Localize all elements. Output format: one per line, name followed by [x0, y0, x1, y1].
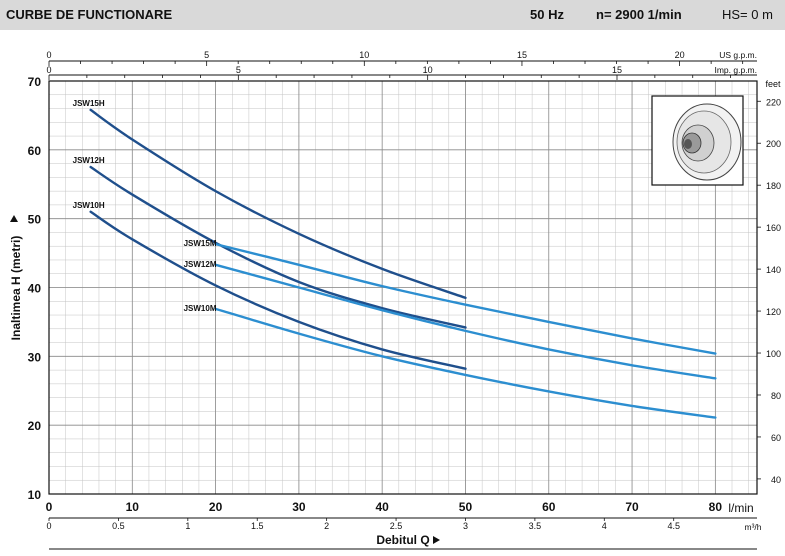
- suction-height-label: HS= 0 m: [722, 7, 773, 22]
- x-unit-label: l/min: [728, 501, 753, 515]
- x-tick-label: 20: [209, 500, 223, 514]
- impgpm-tick-label: 5: [236, 65, 241, 75]
- page-title: CURBE DE FUNCTIONARE: [6, 7, 173, 22]
- usgpm-tick-label: 0: [46, 50, 51, 60]
- curve-label-jsw12m: JSW12M: [184, 260, 217, 269]
- m3h-tick-label: 3: [463, 521, 468, 531]
- curve-jsw10m: [214, 307, 717, 419]
- m3h-tick-label: 1: [185, 521, 190, 531]
- y-tick-label: 50: [28, 213, 42, 227]
- y-axis-label: Inaltimea H (metri): [9, 236, 23, 341]
- y-tick-label: 70: [28, 75, 42, 89]
- grid: [48, 80, 757, 495]
- curve-jsw10h: [89, 210, 467, 370]
- frequency-label: 50 Hz: [530, 7, 564, 22]
- curve-label-jsw10m: JSW10M: [184, 304, 217, 313]
- curve-jsw15m: [214, 242, 717, 355]
- curve-jsw15h: [89, 108, 467, 300]
- plot-frame: [48, 80, 758, 495]
- m3h-tick-label: 4.5: [667, 521, 680, 531]
- curve-jsw12h: [89, 165, 467, 329]
- m3h-tick-label: 2: [324, 521, 329, 531]
- feet-tick-label: 200: [766, 139, 781, 149]
- curve-jsw12m: [214, 263, 717, 380]
- header-bar: [0, 0, 785, 30]
- m3h-tick-label: 2.5: [390, 521, 403, 531]
- feet-tick-label: 60: [771, 433, 781, 443]
- curves: [89, 108, 717, 419]
- x-axis-label: Debitul Q: [376, 533, 429, 547]
- m3h-tick-label: 0: [46, 521, 51, 531]
- impgpm-tick-label: 15: [612, 65, 622, 75]
- x-axis-arrow: [433, 536, 440, 544]
- feet-tick-label: 220: [766, 97, 781, 107]
- impgpm-unit-label: Imp. g.p.m.: [714, 65, 757, 75]
- usgpm-tick-label: 10: [359, 50, 369, 60]
- m3h-tick-label: 3.5: [529, 521, 542, 531]
- pump-illustration: [651, 95, 744, 186]
- y-tick-label: 60: [28, 144, 42, 158]
- usgpm-tick-label: 20: [675, 50, 685, 60]
- usgpm-tick-label: 5: [204, 50, 209, 60]
- usgpm-unit-label: US g.p.m.: [719, 50, 757, 60]
- m3h-tick-label: 1.5: [251, 521, 264, 531]
- curve-label-jsw10h: JSW10H: [73, 201, 105, 210]
- x-tick-label: 40: [375, 500, 389, 514]
- speed-label: n= 2900 1/min: [596, 7, 682, 22]
- usgpm-tick-label: 15: [517, 50, 527, 60]
- feet-tick-label: 40: [771, 475, 781, 485]
- y-tick-label: 10: [28, 488, 42, 502]
- y-tick-label: 40: [28, 282, 42, 296]
- x-tick-label: 80: [709, 500, 723, 514]
- x-tick-label: 10: [126, 500, 140, 514]
- x-tick-label: 0: [46, 500, 53, 514]
- feet-tick-label: 80: [771, 391, 781, 401]
- curve-label-jsw15m: JSW15M: [184, 239, 217, 248]
- x-tick-label: 70: [625, 500, 639, 514]
- y-tick-label: 20: [28, 419, 42, 433]
- feet-tick-label: 160: [766, 223, 781, 233]
- impgpm-tick-label: 0: [46, 65, 51, 75]
- feet-tick-label: 140: [766, 265, 781, 275]
- x-tick-label: 50: [459, 500, 473, 514]
- impgpm-tick-label: 10: [423, 65, 433, 75]
- feet-tick-label: 180: [766, 181, 781, 191]
- m3h-tick-label: 0.5: [112, 521, 125, 531]
- feet-tick-label: 100: [766, 349, 781, 359]
- feet-tick-label: 120: [766, 307, 781, 317]
- curve-label-jsw15h: JSW15H: [73, 99, 105, 108]
- curve-label-jsw12h: JSW12H: [73, 156, 105, 165]
- m3h-tick-label: 4: [602, 521, 607, 531]
- y-axis-arrow: [10, 215, 18, 222]
- axes: [48, 60, 761, 550]
- x-tick-label: 60: [542, 500, 556, 514]
- m3h-unit-label: m³/h: [745, 522, 762, 532]
- feet-unit-label: feet: [765, 79, 781, 89]
- x-tick-label: 30: [292, 500, 306, 514]
- y-tick-label: 30: [28, 350, 42, 364]
